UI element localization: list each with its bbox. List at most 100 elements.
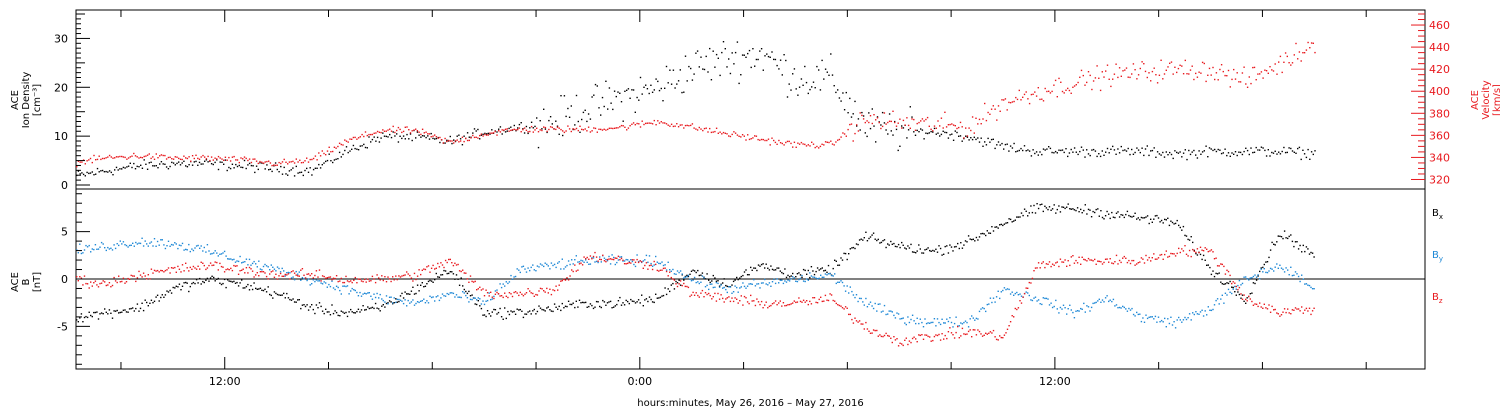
by-point bbox=[625, 258, 627, 261]
ion-density-point bbox=[831, 74, 834, 76]
by-point bbox=[331, 280, 333, 282]
bz-point bbox=[1294, 307, 1297, 309]
bx-point bbox=[97, 318, 100, 320]
by-point bbox=[1129, 309, 1132, 311]
by-point bbox=[317, 280, 319, 282]
ion-density-point bbox=[171, 161, 173, 164]
bx-point bbox=[469, 295, 472, 297]
bz-point bbox=[1218, 265, 1220, 267]
velocity-point bbox=[332, 150, 334, 153]
bx-point bbox=[617, 300, 620, 302]
velocity-point bbox=[1300, 60, 1302, 62]
by-point bbox=[507, 282, 509, 285]
bz-point bbox=[384, 276, 386, 278]
b-field-axis-label-line: ACE bbox=[10, 272, 21, 292]
ion-density-point bbox=[247, 164, 249, 166]
by-point bbox=[617, 259, 620, 261]
velocity-point bbox=[741, 134, 744, 136]
bx-point bbox=[443, 269, 445, 272]
top-right-tick-label: 340 bbox=[1429, 151, 1450, 164]
ion-density-point bbox=[1174, 150, 1176, 152]
bz-point bbox=[511, 295, 514, 298]
by-point bbox=[742, 282, 744, 284]
velocity-point bbox=[255, 160, 258, 162]
bx-point bbox=[387, 302, 389, 304]
bx-point bbox=[318, 302, 321, 304]
ion-density-point bbox=[598, 107, 600, 109]
bz-point bbox=[1143, 262, 1146, 264]
bz-point bbox=[82, 284, 84, 286]
by-point bbox=[1181, 321, 1183, 323]
by-point bbox=[245, 258, 248, 260]
bz-point bbox=[781, 305, 783, 307]
by-point bbox=[960, 322, 962, 324]
bz-point bbox=[617, 255, 620, 257]
ion-density-point bbox=[148, 162, 150, 164]
bx-point bbox=[275, 292, 277, 295]
velocity-point bbox=[240, 157, 242, 159]
bx-point bbox=[304, 305, 307, 308]
by-point bbox=[513, 276, 515, 278]
bz-point bbox=[896, 338, 898, 340]
bz-point bbox=[603, 260, 606, 262]
bz-point bbox=[309, 274, 311, 277]
by-point bbox=[1061, 308, 1063, 310]
by-point bbox=[754, 285, 757, 287]
velocity-point bbox=[280, 162, 282, 165]
ion-density-point bbox=[1160, 154, 1162, 156]
velocity-point bbox=[468, 139, 470, 142]
bz-point bbox=[963, 333, 965, 335]
velocity-point bbox=[383, 130, 386, 132]
bx-point bbox=[335, 311, 338, 314]
bx-point bbox=[734, 279, 736, 281]
by-point bbox=[418, 301, 420, 304]
bz-point bbox=[1216, 265, 1219, 267]
ion-density-point bbox=[344, 149, 346, 152]
bx-point bbox=[613, 306, 615, 308]
by-point bbox=[910, 318, 912, 321]
bx-point bbox=[132, 307, 134, 309]
bx-point bbox=[1262, 266, 1264, 269]
ion-density-point bbox=[1027, 149, 1029, 151]
bx-point bbox=[1076, 207, 1079, 209]
bx-point bbox=[88, 311, 90, 313]
by-point bbox=[488, 292, 490, 294]
ion-density-point bbox=[421, 135, 424, 137]
bz-point bbox=[328, 276, 330, 278]
bx-point bbox=[939, 247, 942, 250]
bz-point bbox=[768, 305, 771, 307]
ion-density-point bbox=[709, 47, 711, 50]
bx-point bbox=[343, 312, 346, 314]
velocity-point bbox=[1271, 69, 1273, 71]
bx-point bbox=[1218, 272, 1220, 274]
ion-density-point bbox=[191, 164, 194, 166]
bz-point bbox=[849, 313, 851, 316]
bz-point bbox=[669, 271, 671, 273]
bx-point bbox=[625, 299, 627, 302]
by-point bbox=[504, 285, 506, 287]
velocity-point bbox=[326, 150, 329, 152]
by-point bbox=[485, 300, 487, 302]
bx-point bbox=[499, 307, 501, 310]
bz-point bbox=[676, 285, 679, 288]
ion-density-point bbox=[930, 130, 932, 133]
velocity-point bbox=[133, 152, 135, 155]
bz-point bbox=[547, 292, 549, 294]
by-point bbox=[307, 278, 310, 280]
bx-point bbox=[1235, 294, 1237, 296]
ion-density-point bbox=[767, 55, 770, 58]
velocity-point bbox=[415, 128, 417, 130]
velocity-point bbox=[731, 133, 733, 136]
ion-density-point bbox=[1264, 149, 1266, 152]
bx-point bbox=[180, 289, 182, 291]
velocity-point bbox=[193, 157, 195, 160]
bz-point bbox=[192, 265, 195, 268]
bz-point bbox=[261, 271, 263, 273]
ion-density-point bbox=[88, 172, 90, 175]
by-point bbox=[633, 263, 635, 266]
bz-point bbox=[711, 298, 713, 300]
velocity-point bbox=[544, 126, 547, 129]
ion-density-point bbox=[458, 134, 460, 136]
velocity-point bbox=[1283, 61, 1285, 63]
ion-density-point bbox=[487, 132, 489, 135]
